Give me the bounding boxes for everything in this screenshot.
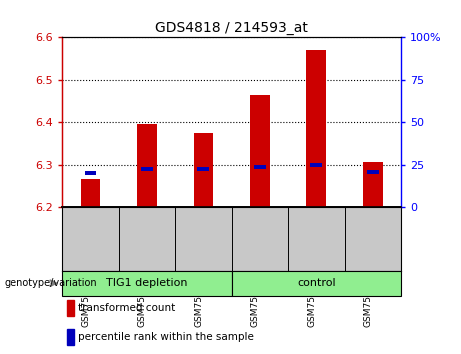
Bar (194, 133, 213, 207)
Bar (254, 165, 266, 169)
Bar (197, 167, 209, 171)
Bar (67, 329, 74, 345)
Text: transformed count: transformed count (78, 303, 176, 313)
Bar (363, 162, 383, 207)
Bar (67, 300, 74, 316)
Bar (231, 271, 401, 296)
Bar (367, 170, 379, 174)
Text: genotype/variation: genotype/variation (5, 278, 97, 288)
Text: TIG1 depletion: TIG1 depletion (106, 278, 188, 288)
Bar (307, 50, 326, 207)
Bar (62, 271, 231, 296)
Bar (250, 95, 270, 207)
Bar (137, 124, 157, 207)
Bar (81, 179, 100, 207)
Text: control: control (297, 278, 336, 288)
Text: percentile rank within the sample: percentile rank within the sample (78, 332, 254, 342)
Bar (310, 163, 322, 167)
Bar (84, 171, 96, 175)
Title: GDS4818 / 214593_at: GDS4818 / 214593_at (155, 21, 308, 35)
Bar (141, 167, 153, 171)
